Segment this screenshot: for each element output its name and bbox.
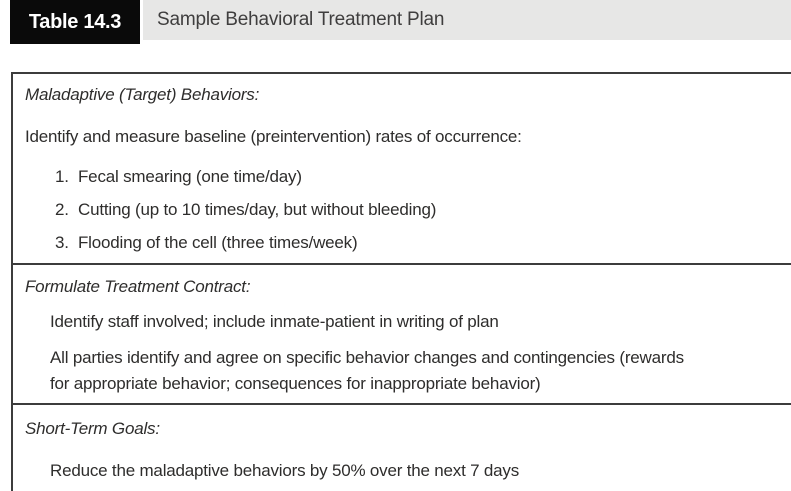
table-number-label: Table 14.3 (10, 0, 140, 44)
list-item: 2. Cutting (up to 10 times/day, but witho… (13, 199, 791, 221)
list-item: 1. Fecal smearing (one time/day) (13, 166, 791, 188)
behavior-list: 1. Fecal smearing (one time/day) 2. Cuttin… (13, 166, 791, 254)
list-item-text: Flooding of the cell (three times/week) (78, 233, 358, 252)
table-header: Table 14.3 Sample Behavioral Treatment P… (0, 0, 791, 44)
section-heading-treatment-contract: Formulate Treatment Contract: (25, 277, 251, 296)
section-heading-maladaptive-behaviors: Maladaptive (Target) Behaviors: (25, 85, 260, 104)
list-item-number: 1. (55, 167, 69, 186)
goal-reduce-line: Reduce the maladaptive behaviors by 50% … (50, 461, 520, 480)
list-item: 3. Flooding of the cell (three times/week… (13, 232, 791, 254)
section-maladaptive-behaviors: Maladaptive (Target) Behaviors: Identify… (13, 74, 791, 263)
section-treatment-contract: Formulate Treatment Contract: Identify s… (13, 263, 791, 403)
paragraph-line: All parties identify and agree on specif… (50, 348, 684, 367)
contract-staff-line: Identify staff involved; include inmate-… (50, 312, 499, 331)
list-item-text: Fecal smearing (one time/day) (78, 167, 302, 186)
paragraph-line: for appropriate behavior; consequences f… (50, 374, 541, 393)
list-item-text: Cutting (up to 10 times/day, but without… (78, 200, 437, 219)
section-short-term-goals: Short-Term Goals: Reduce the maladaptive… (13, 403, 791, 482)
table-title-bar: Sample Behavioral Treatment Plan (143, 0, 791, 40)
section-heading-short-term-goals: Short-Term Goals: (25, 419, 160, 438)
section-intro-baseline-rates: Identify and measure baseline (preinterv… (25, 127, 522, 146)
table-body: Maladaptive (Target) Behaviors: Identify… (11, 72, 791, 491)
list-item-number: 3. (55, 233, 69, 252)
list-item-number: 2. (55, 200, 69, 219)
table-title: Sample Behavioral Treatment Plan (157, 9, 445, 30)
contract-parties-paragraph: All parties identify and agree on specif… (50, 345, 791, 397)
